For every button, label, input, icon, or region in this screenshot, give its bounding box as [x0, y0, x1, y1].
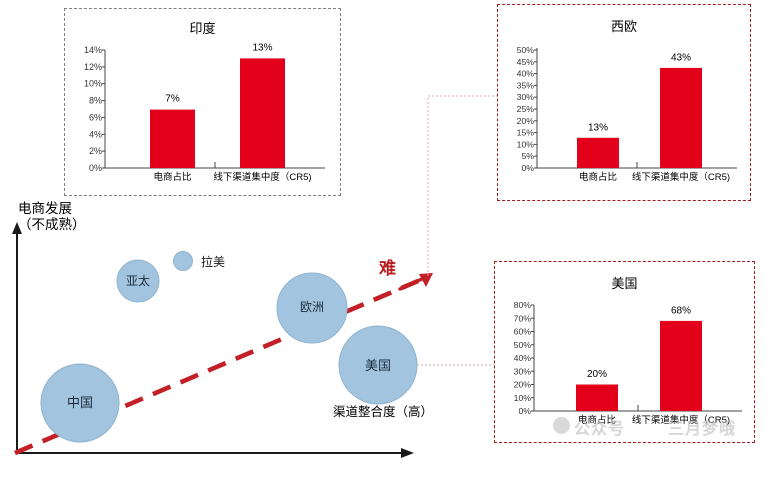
- svg-text:15%: 15%: [517, 128, 535, 138]
- svg-text:14%: 14%: [84, 45, 102, 55]
- svg-text:13%: 13%: [588, 123, 608, 134]
- svg-text:0%: 0%: [518, 406, 531, 416]
- svg-text:30%: 30%: [514, 366, 532, 376]
- svg-text:0%: 0%: [521, 163, 534, 173]
- svg-text:20%: 20%: [517, 116, 535, 126]
- svg-text:40%: 40%: [517, 69, 535, 79]
- svg-text:20%: 20%: [587, 369, 607, 380]
- svg-text:4%: 4%: [89, 129, 102, 139]
- svg-text:10%: 10%: [517, 139, 535, 149]
- svg-text:30%: 30%: [517, 92, 535, 102]
- svg-text:60%: 60%: [514, 327, 532, 337]
- svg-text:电商占比: 电商占比: [153, 171, 191, 183]
- svg-text:70%: 70%: [514, 313, 532, 323]
- svg-text:25%: 25%: [517, 104, 535, 114]
- svg-text:20%: 20%: [514, 380, 532, 390]
- svg-text:35%: 35%: [517, 80, 535, 90]
- svg-text:13%: 13%: [252, 43, 272, 54]
- svg-text:2%: 2%: [89, 146, 102, 156]
- svg-text:线下渠道集中度（CR5): 线下渠道集中度（CR5): [213, 171, 311, 183]
- svg-text:45%: 45%: [517, 57, 535, 67]
- svg-text:43%: 43%: [671, 53, 691, 64]
- svg-text:12%: 12%: [84, 62, 102, 72]
- svg-text:50%: 50%: [514, 340, 532, 350]
- svg-text:6%: 6%: [89, 112, 102, 122]
- svg-text:线下渠道集中度（CR5): 线下渠道集中度（CR5): [632, 171, 730, 183]
- svg-text:8%: 8%: [89, 96, 102, 106]
- svg-text:50%: 50%: [517, 45, 535, 55]
- svg-text:10%: 10%: [514, 393, 532, 403]
- svg-text:7%: 7%: [165, 94, 180, 105]
- svg-text:10%: 10%: [84, 79, 102, 89]
- svg-text:电商占比: 电商占比: [579, 171, 617, 183]
- svg-text:80%: 80%: [514, 300, 532, 310]
- svg-text:5%: 5%: [521, 151, 534, 161]
- svg-text:68%: 68%: [671, 306, 691, 317]
- svg-text:40%: 40%: [514, 353, 532, 363]
- svg-text:0%: 0%: [89, 163, 102, 173]
